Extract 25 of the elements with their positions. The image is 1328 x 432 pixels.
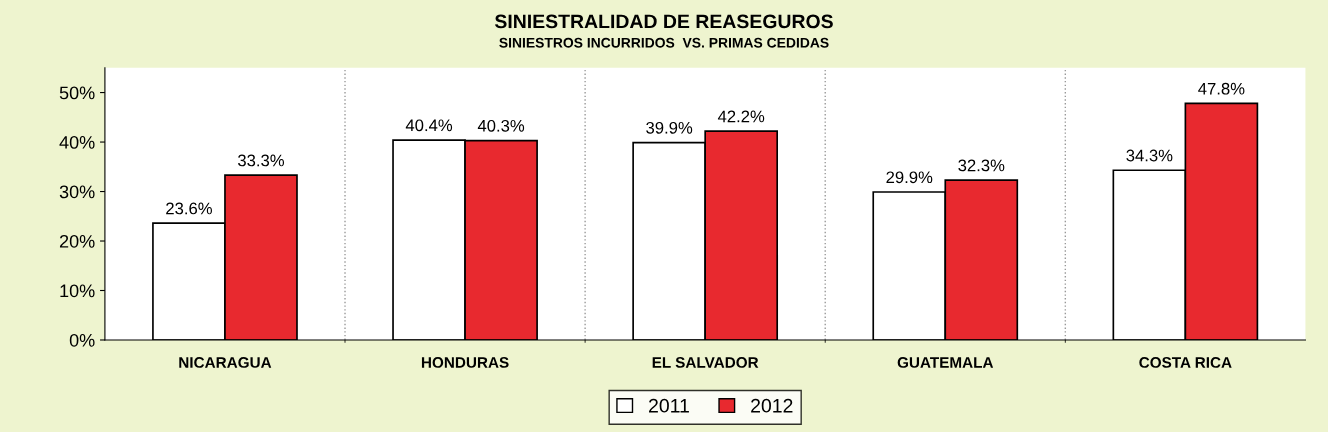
data-label: 29.9% [886, 171, 933, 184]
data-label: 23.6% [166, 202, 212, 215]
x-tick-label: EL SALVADOR [652, 357, 759, 368]
data-label: 42.2% [717, 110, 765, 123]
data-label: 39.9% [646, 121, 693, 134]
y-tick-label: 0% [69, 333, 95, 347]
data-label: 40.4% [405, 119, 453, 132]
x-tick-label: HONDURAS [421, 357, 509, 368]
y-tick-label: 50% [59, 86, 95, 100]
data-label: 47.8% [1198, 82, 1245, 95]
y-tick-label: 20% [59, 234, 95, 248]
legend-label: 2012 [751, 398, 793, 413]
data-label: 33.3% [237, 154, 285, 167]
data-label: 40.3% [477, 119, 525, 132]
x-tick-label: COSTA RICA [1139, 357, 1232, 368]
chart-subtitle: SINIESTROS INCURRIDOS VS. PRIMAS CEDIDAS [499, 37, 829, 48]
data-label: 32.3% [958, 159, 1005, 172]
x-tick-label: GUATEMALA [897, 357, 994, 368]
y-tick-label: 30% [59, 185, 95, 199]
chart-title: SINIESTRALIDAD DE REASEGUROS [494, 14, 833, 29]
data-label: 34.3% [1126, 149, 1173, 162]
y-tick-label: 40% [59, 135, 95, 149]
legend-label: 2011 [649, 398, 689, 413]
x-tick-label: NICARAGUA [179, 357, 272, 368]
y-tick-label: 10% [60, 284, 95, 298]
